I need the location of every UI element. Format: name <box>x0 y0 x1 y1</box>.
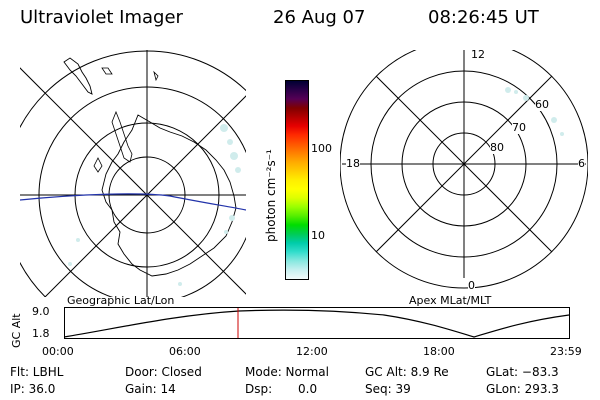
satellite-track <box>20 193 246 211</box>
glat-info: GLat: −83.3 <box>486 365 559 379</box>
colorbar-unit-label: photon cm⁻²s⁻¹ <box>264 149 278 242</box>
antarctica-coastline <box>101 114 237 277</box>
mlat-label-60: 60 <box>535 98 549 111</box>
orbit-ytick-top: 9.0 <box>32 305 50 318</box>
mlt-label-0: 0 <box>468 279 475 292</box>
mlat-label-80: 80 <box>490 141 504 154</box>
geographic-map <box>20 50 246 297</box>
orbit-xtick-2359: 23:59 <box>550 345 582 358</box>
orbit-xtick-1200: 12:00 <box>296 345 328 358</box>
orbit-xtick-0000: 00:00 <box>42 345 74 358</box>
magnetic-panel-label: Apex MLat/MLT <box>409 294 492 307</box>
dsp-label: Dsp: <box>245 382 273 396</box>
glon-info: GLon: 293.3 <box>486 382 559 396</box>
geographic-panel-label: Geographic Lat/Lon <box>67 294 175 307</box>
gain-info: Gain: 14 <box>125 382 176 396</box>
colorbar <box>285 80 309 280</box>
filter-info: Flt: LBHL <box>10 365 64 379</box>
mlat-circle-50 <box>340 50 588 289</box>
gc-alt-info: GC Alt: 8.9 Re <box>365 365 449 379</box>
time-label: 08:26:45 UT <box>428 7 539 28</box>
dsp-value: 0.0 <box>298 382 318 396</box>
mlat-label-70: 70 <box>512 121 526 134</box>
colorbar-tick-100: 100 <box>311 142 332 155</box>
magnetic-polar-plot <box>340 50 588 289</box>
orbit-xtick-1800: 18:00 <box>423 345 455 358</box>
colorbar-tick-10: 10 <box>311 229 325 242</box>
orbit-xtick-0600: 06:00 <box>169 345 201 358</box>
altitude-curve <box>64 309 570 338</box>
instrument-title: Ultraviolet Imager <box>20 7 183 28</box>
mlt-label-18: 18 <box>346 157 360 170</box>
mlt-label-12: 12 <box>471 48 485 61</box>
ip-info: IP: 36.0 <box>10 382 56 396</box>
mode-info: Mode: Normal <box>245 365 329 379</box>
south-america-tip <box>63 57 93 95</box>
auroral-emission <box>68 124 241 286</box>
mlt-label-6: 6 <box>578 157 585 170</box>
door-info: Door: Closed <box>125 365 202 379</box>
date-label: 26 Aug 07 <box>273 7 366 28</box>
orbit-ytick-bottom: 1.8 <box>32 327 50 340</box>
orbit-axis-label: GC Alt <box>10 313 23 348</box>
orbit-altitude-plot <box>64 307 570 339</box>
seq-info: Seq: 39 <box>365 382 411 396</box>
